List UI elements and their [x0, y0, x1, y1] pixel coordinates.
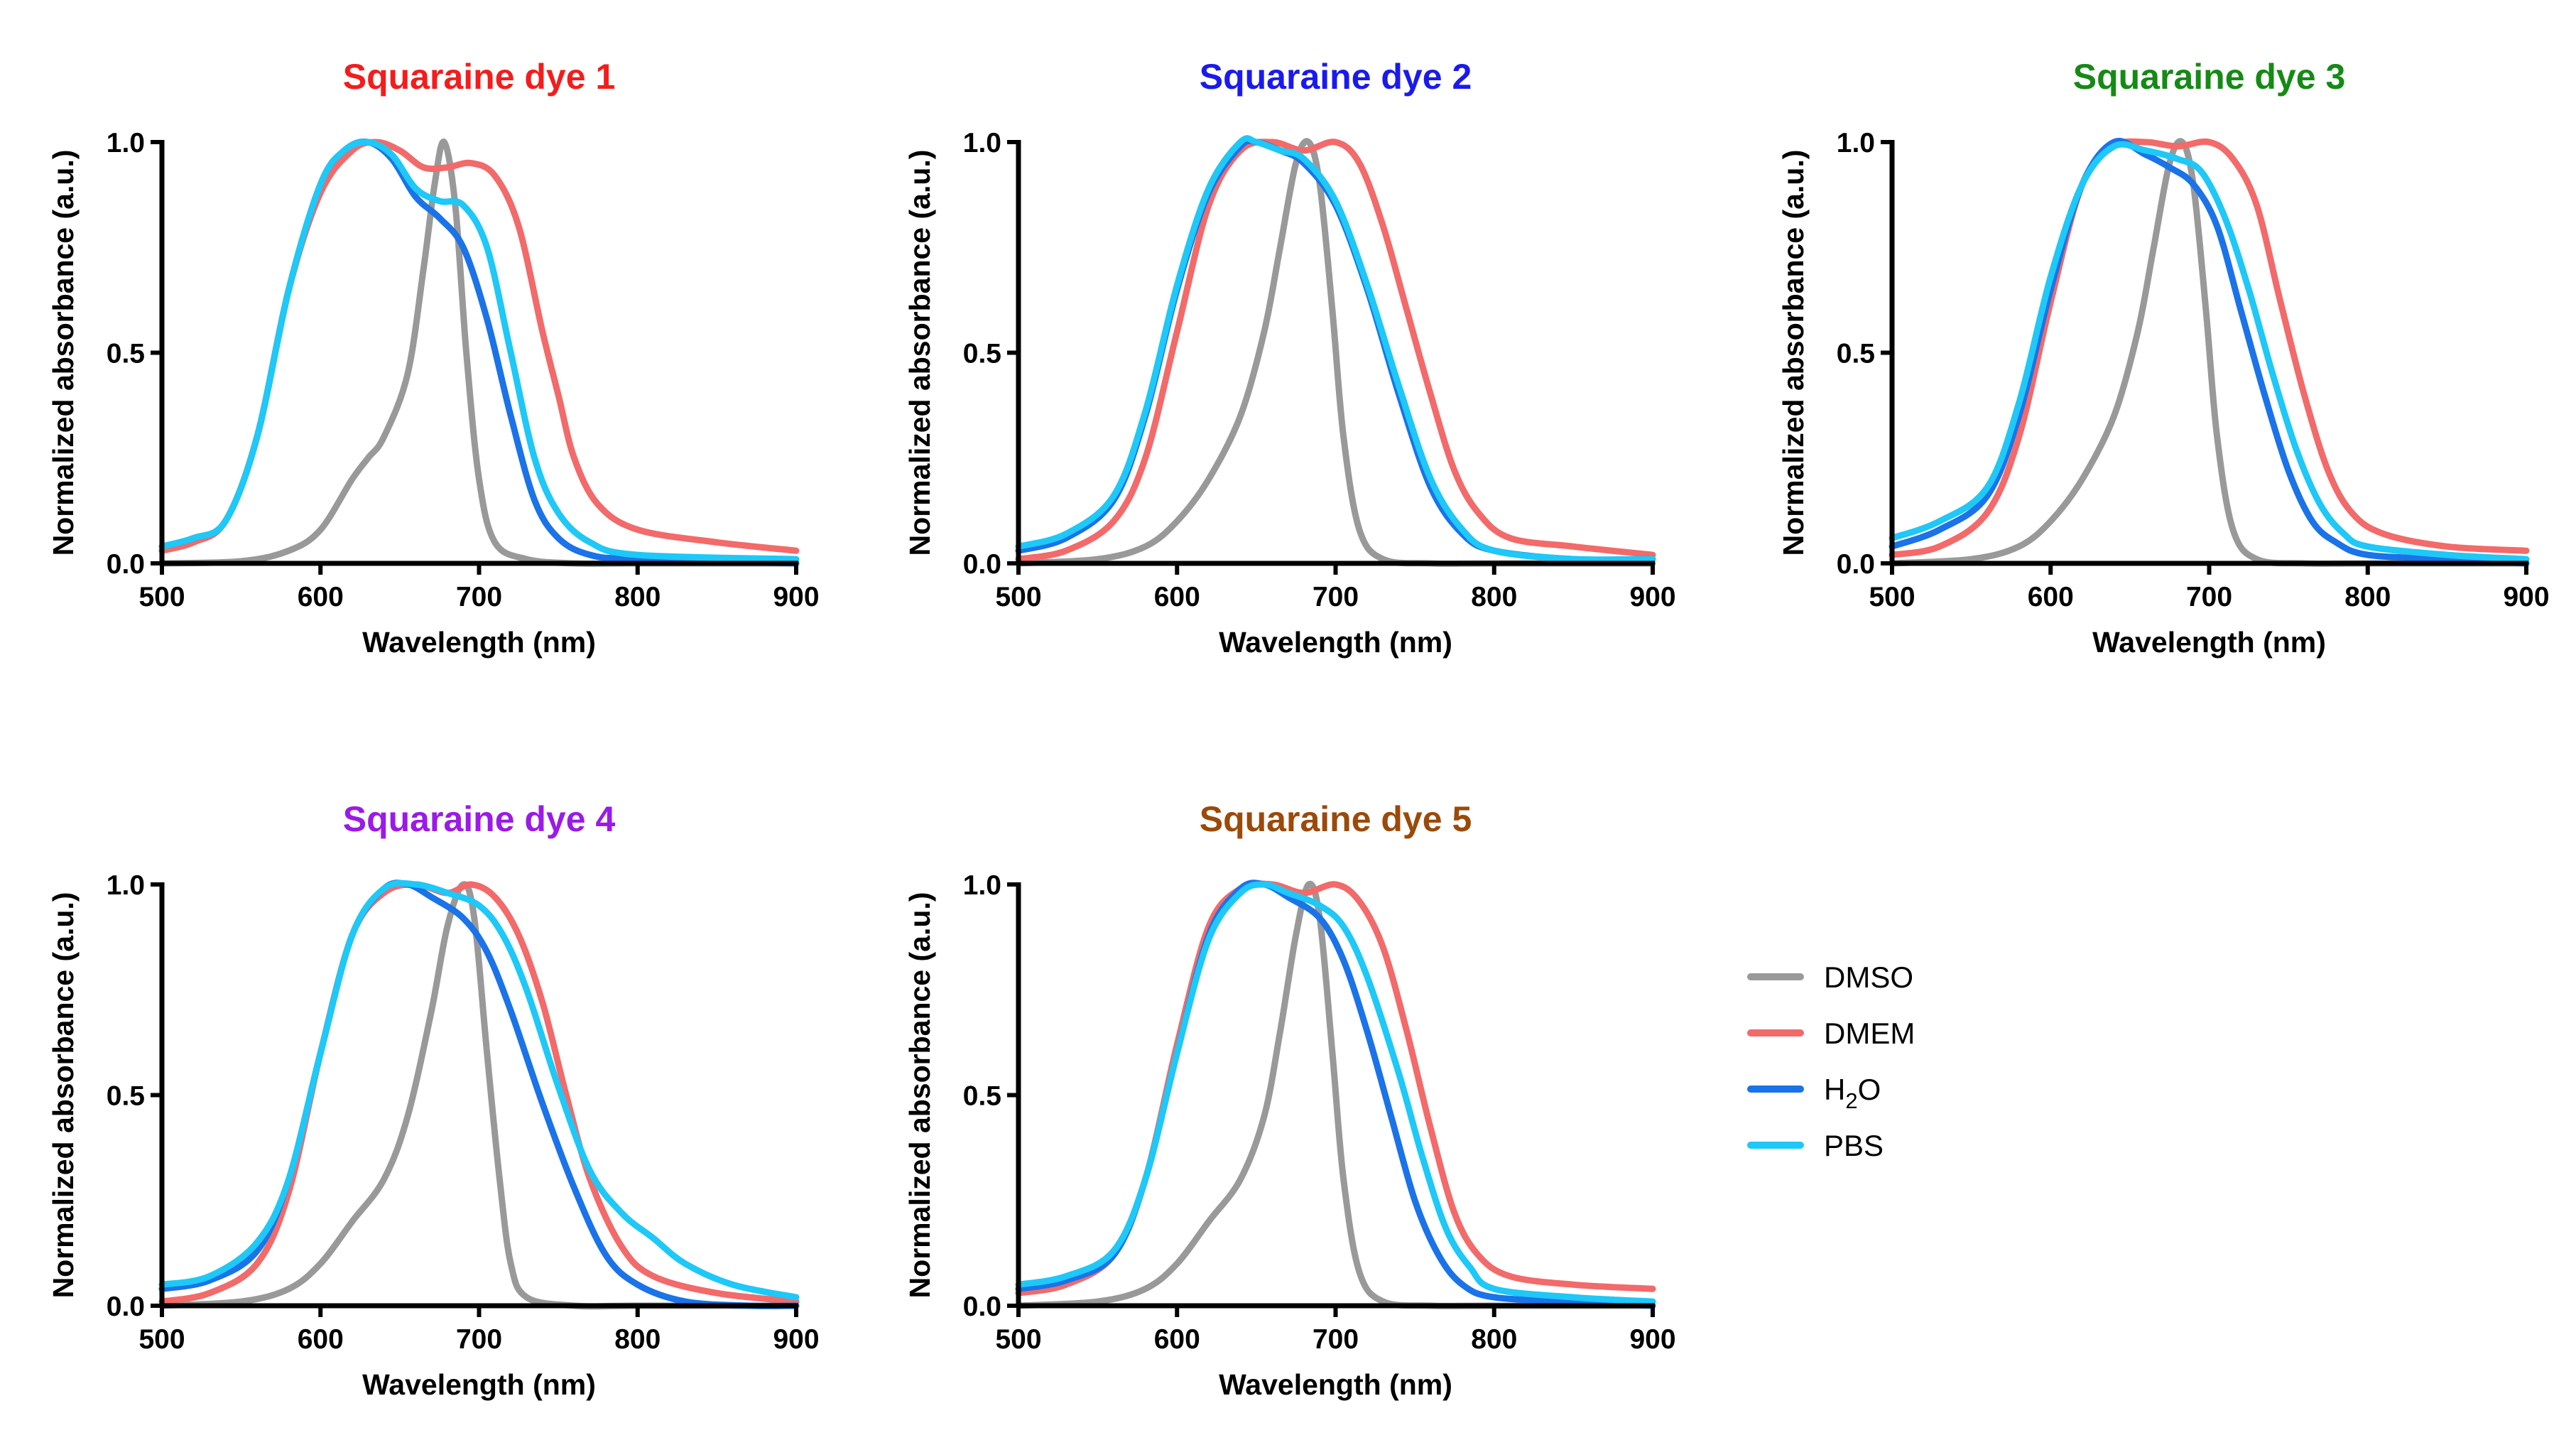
series-line-dmem — [158, 881, 800, 1305]
x-tick-label: 900 — [773, 582, 819, 612]
series-line-pbs — [1888, 141, 2530, 563]
series-line-dmso — [158, 139, 800, 567]
x-tick-label: 700 — [456, 582, 502, 612]
x-axis-label: Wavelength (nm) — [1219, 1368, 1452, 1401]
y-tick-label: 1.0 — [963, 870, 1001, 901]
x-tick-label: 600 — [298, 1324, 344, 1355]
x-tick-label: 600 — [1154, 1324, 1200, 1355]
x-tick-label: 800 — [2344, 582, 2391, 612]
legend-label-dmso: DMSO — [1824, 960, 1913, 994]
chart-panel-3: Squaraine dye 3 500 600 700 800 900 0.0 0.5 1.0 W… — [1777, 57, 2550, 659]
y-tick-label: 1.0 — [1837, 128, 1875, 158]
legend-label-h2o: H2O — [1824, 1073, 1881, 1113]
chart-panel-4: Squaraine dye 4 500 600 700 800 900 0.0 0.5 1.0 W… — [47, 799, 820, 1401]
x-tick-label: 500 — [1869, 582, 1915, 612]
series-line-pbs — [1015, 135, 1656, 563]
x-tick-label: 700 — [456, 1324, 502, 1355]
y-axis-label: Normalized absorbance (a.u.) — [47, 892, 80, 1299]
x-tick-label: 800 — [1471, 1324, 1517, 1355]
x-tick-label: 800 — [614, 1324, 661, 1355]
x-tick-label: 700 — [1313, 582, 1359, 612]
chart-panel-1: Squaraine dye 1 500 600 700 800 900 0.0 0.5 1.0 W… — [47, 57, 820, 659]
x-tick-label: 500 — [138, 1324, 185, 1355]
legend: DMSO DMEM H2O PBS — [1747, 960, 1915, 1162]
chart-panel-2: Squaraine dye 2 500 600 700 800 900 0.0 0.5 1.0 W… — [903, 57, 1676, 659]
x-axis-label: Wavelength (nm) — [362, 1368, 596, 1401]
x-axis-label: Wavelength (nm) — [362, 626, 596, 659]
chart-panel-5: Squaraine dye 5 500 600 700 800 900 0.0 0.5 1.0 W… — [903, 799, 1676, 1401]
y-axis-label: Normalized absorbance (a.u.) — [47, 150, 80, 556]
x-axis-label: Wavelength (nm) — [1219, 626, 1452, 659]
legend-label-dmem: DMEM — [1824, 1017, 1915, 1050]
y-axis-label: Normalized absorbance (a.u.) — [903, 150, 936, 556]
x-tick-label: 900 — [1629, 582, 1675, 612]
x-tick-label: 900 — [2503, 582, 2549, 612]
series-line-h2o — [158, 139, 800, 567]
y-tick-label: 0.0 — [1837, 549, 1875, 580]
chart-title: Squaraine dye 2 — [1200, 57, 1472, 97]
y-tick-label: 1.0 — [107, 128, 145, 158]
y-tick-label: 0.0 — [107, 549, 145, 580]
series-line-h2o — [1888, 138, 2530, 567]
x-tick-label: 500 — [995, 1324, 1041, 1355]
y-tick-label: 0.5 — [963, 339, 1001, 369]
y-tick-label: 1.0 — [963, 128, 1001, 158]
chart-title: Squaraine dye 1 — [343, 57, 616, 97]
x-tick-label: 700 — [1313, 1324, 1359, 1355]
x-tick-label: 800 — [1471, 582, 1517, 612]
x-tick-label: 800 — [614, 582, 661, 612]
chart-title: Squaraine dye 5 — [1200, 799, 1472, 839]
y-tick-label: 0.0 — [963, 549, 1001, 580]
y-tick-label: 0.0 — [107, 1292, 145, 1322]
series-line-pbs — [158, 139, 800, 563]
x-tick-label: 500 — [138, 582, 185, 612]
chart-title: Squaraine dye 4 — [343, 799, 616, 839]
x-tick-label: 600 — [1154, 582, 1200, 612]
x-tick-label: 500 — [995, 582, 1041, 612]
y-tick-label: 0.5 — [963, 1081, 1001, 1112]
y-axis-label: Normalized absorbance (a.u.) — [903, 892, 936, 1299]
y-tick-label: 0.5 — [107, 1081, 145, 1112]
x-axis-label: Wavelength (nm) — [2092, 626, 2326, 659]
x-tick-label: 700 — [2186, 582, 2232, 612]
series-line-pbs — [1015, 881, 1656, 1305]
y-tick-label: 1.0 — [107, 870, 145, 901]
y-tick-label: 0.5 — [107, 339, 145, 369]
series-line-pbs — [158, 879, 800, 1301]
series-line-dmem — [1888, 138, 2530, 558]
x-tick-label: 900 — [773, 1324, 819, 1355]
x-tick-label: 600 — [298, 582, 344, 612]
x-tick-label: 900 — [1629, 1324, 1675, 1355]
x-tick-label: 600 — [2028, 582, 2074, 612]
legend-label-pbs: PBS — [1824, 1129, 1884, 1162]
series-line-dmem — [1015, 139, 1656, 563]
chart-title: Squaraine dye 3 — [2073, 57, 2346, 97]
y-tick-label: 0.0 — [963, 1292, 1001, 1322]
y-tick-label: 0.5 — [1837, 339, 1875, 369]
y-axis-label: Normalized absorbance (a.u.) — [1777, 150, 1810, 556]
